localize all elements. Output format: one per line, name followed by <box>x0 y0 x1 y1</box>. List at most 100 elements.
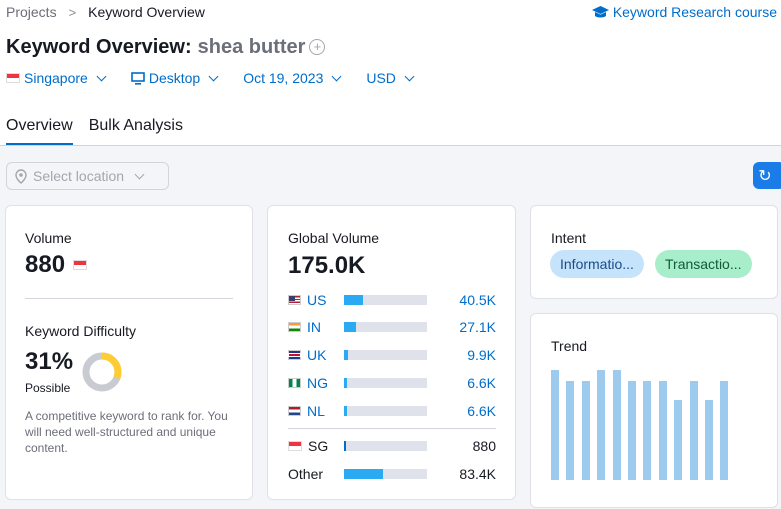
country-volume: 6.6K <box>467 375 496 391</box>
global-volume-value: 175.0K <box>288 252 366 279</box>
country-cell: US <box>288 292 344 308</box>
location-placeholder: Select location <box>33 168 125 184</box>
volume-share-fill <box>344 406 348 416</box>
trend-bar <box>566 381 575 480</box>
trend-bar <box>689 381 698 480</box>
refresh-button[interactable]: ↻ <box>753 162 781 189</box>
desktop-icon <box>131 71 145 85</box>
page-title-text: Keyword Overview: <box>6 36 192 58</box>
country-cell: IN <box>288 319 344 335</box>
location-select[interactable]: Select location <box>6 162 169 190</box>
kd-value: 31% <box>25 348 74 375</box>
country-row[interactable]: IN 27.1K <box>288 318 496 336</box>
chevron-down-icon <box>404 71 415 82</box>
trend-bar <box>674 399 683 480</box>
divider <box>288 428 496 429</box>
top-section: Projects > Keyword Overview Keyword Rese… <box>0 0 781 146</box>
volume-share-bar <box>344 406 427 416</box>
trend-bar <box>643 381 652 480</box>
volume-share-fill <box>344 441 347 451</box>
date-value: Oct 19, 2023 <box>243 70 324 86</box>
volume-share-bar <box>344 295 427 305</box>
country-row[interactable]: UK 9.9K <box>288 346 496 364</box>
singapore-flag-icon <box>288 441 302 451</box>
tab-bar: Overview Bulk Analysis <box>6 117 199 146</box>
volume-share-fill <box>344 378 348 388</box>
intent-pill-informational[interactable]: Informatio... <box>550 250 644 278</box>
device-dropdown[interactable]: Desktop <box>131 70 219 86</box>
currency-value: USD <box>366 70 396 86</box>
currency-dropdown[interactable]: USD <box>366 70 415 86</box>
country-dropdown[interactable]: Singapore <box>6 70 107 86</box>
chevron-down-icon <box>208 71 219 82</box>
country-code: US <box>307 292 327 308</box>
volume-share-bar <box>344 322 427 332</box>
divider <box>25 298 233 299</box>
trend-bar <box>581 381 590 480</box>
tab-bulk-analysis[interactable]: Bulk Analysis <box>88 117 183 134</box>
date-dropdown[interactable]: Oct 19, 2023 <box>243 70 342 86</box>
trend-card: Trend <box>530 313 778 508</box>
tab-overview[interactable]: Overview <box>6 117 73 146</box>
country-volume: 27.1K <box>459 319 496 335</box>
nl-flag-icon <box>288 406 301 416</box>
global-volume-card: Global Volume 175.0K US 40.5K IN 27.1K U… <box>267 205 516 500</box>
volume-share-bar <box>344 350 427 360</box>
chevron-down-icon <box>134 169 145 180</box>
trend-bar <box>705 399 713 480</box>
country-value: Singapore <box>24 70 88 86</box>
trend-bar <box>628 381 636 480</box>
intent-label: Intent <box>551 230 587 246</box>
keyword-text: shea butter <box>197 36 306 58</box>
country-row[interactable]: NL 6.6K <box>288 402 496 420</box>
kd-donut-arc <box>82 352 122 392</box>
country-row[interactable]: US 40.5K <box>288 291 496 309</box>
kd-description: A competitive keyword to rank for. You w… <box>25 409 228 455</box>
trend-chart <box>551 370 751 480</box>
global-volume-label: Global Volume <box>288 230 380 246</box>
refresh-icon: ↻ <box>758 167 772 185</box>
volume-card: Volume 880 Keyword Difficulty 31% Possib… <box>5 205 253 500</box>
filters-bar: Singapore Desktop Oct 19, 2023 USD <box>6 70 439 86</box>
in-flag-icon <box>288 322 301 332</box>
breadcrumb: Projects > Keyword Overview <box>6 4 205 20</box>
volume-share-bar <box>344 441 427 451</box>
breadcrumb-projects-link[interactable]: Projects <box>6 4 57 20</box>
trend-label: Trend <box>551 338 588 354</box>
country-code: SG <box>308 438 329 454</box>
uk-flag-icon <box>288 350 301 360</box>
other-label: Other <box>288 466 324 482</box>
trend-bar <box>720 381 729 480</box>
other-row: Other 83.4K <box>288 465 496 483</box>
trend-bar <box>597 370 606 480</box>
country-cell: NL <box>288 403 344 419</box>
intent-pill-transactional[interactable]: Transactio... <box>655 250 752 278</box>
country-code: NL <box>307 403 325 419</box>
graduation-cap-icon <box>591 5 609 17</box>
local-row: SG 880 <box>288 437 496 455</box>
country-code: IN <box>307 319 321 335</box>
breadcrumb-current: Keyword Overview <box>88 4 205 20</box>
tab-divider <box>0 145 781 146</box>
country-cell: UK <box>288 347 344 363</box>
chevron-down-icon <box>96 71 107 82</box>
add-keyword-icon[interactable]: + <box>309 39 326 55</box>
volume-share-fill <box>344 469 383 479</box>
volume-value-wrap: 880 <box>25 251 88 279</box>
course-link[interactable]: Keyword Research course <box>591 4 777 20</box>
trend-bar <box>612 370 621 480</box>
trend-bar <box>551 370 559 480</box>
country-code: UK <box>307 347 327 363</box>
course-link-label: Keyword Research course <box>612 4 777 20</box>
singapore-flag-icon <box>73 260 88 270</box>
trend-bar <box>658 381 667 480</box>
us-flag-icon <box>288 295 301 305</box>
kd-label: Keyword Difficulty <box>25 323 137 339</box>
volume-share-bar <box>344 378 427 388</box>
other-volume: 83.4K <box>459 466 496 482</box>
singapore-flag-icon <box>6 73 20 83</box>
country-row[interactable]: NG 6.6K <box>288 374 496 392</box>
volume-value: 880 <box>25 251 66 278</box>
country-volume: 9.9K <box>467 347 496 363</box>
location-pin-icon <box>15 168 27 184</box>
